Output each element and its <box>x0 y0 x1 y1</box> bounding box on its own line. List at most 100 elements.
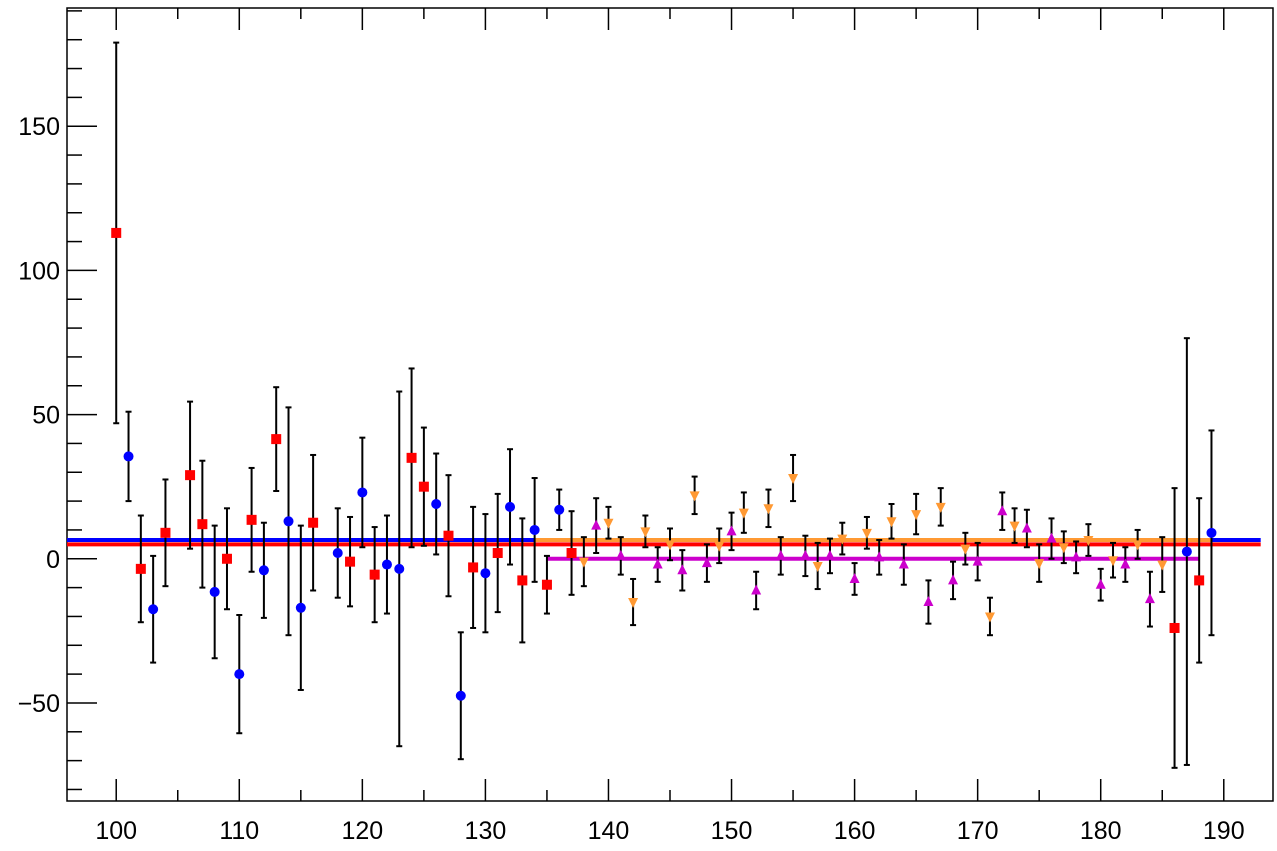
x-tick-label: 120 <box>341 817 383 845</box>
data-point-triangle-up <box>1095 578 1106 589</box>
axes-layer: 100 110 120 130 140 150 160 170 180 190 −50 0 50 100 1… <box>18 8 1245 845</box>
data-point-triangle-down <box>837 534 848 545</box>
data-point-circle <box>505 501 516 512</box>
data-point-circle <box>480 568 491 579</box>
data-point-circle <box>258 565 269 576</box>
x-tick-label: 140 <box>588 817 630 845</box>
data-point-triangle-up <box>1046 532 1057 543</box>
data-point-triangle-down <box>738 508 749 519</box>
data-point-circle <box>1181 546 1192 557</box>
data-point-circle <box>357 487 368 498</box>
data-point-triangle-down <box>763 504 774 515</box>
data-point-square <box>541 579 552 590</box>
data-point-circle <box>283 516 294 527</box>
data-point-square <box>492 548 503 559</box>
data-point-triangle-down <box>1009 521 1020 532</box>
data-point-circle <box>209 586 220 597</box>
data-point-square <box>443 530 454 541</box>
data-point-square <box>185 470 196 481</box>
data-point-triangle-up <box>874 551 885 562</box>
data-point-triangle-up <box>591 519 602 530</box>
data-point-circle <box>234 669 245 680</box>
x-tick-label: 130 <box>465 817 507 845</box>
data-point-square <box>308 517 319 528</box>
data-point-triangle-down <box>1132 540 1143 551</box>
data-point-triangle-down <box>788 474 799 485</box>
data-point-triangle-down <box>1108 556 1119 567</box>
fit-lines-layer <box>67 538 1261 561</box>
x-tick-label: 100 <box>95 817 137 845</box>
data-point-triangle-down <box>1058 543 1069 554</box>
x-tick-label: 170 <box>957 817 999 845</box>
data-point-triangle-up <box>775 549 786 560</box>
y-tick-label: 150 <box>18 113 60 141</box>
data-point-circle <box>381 559 392 570</box>
data-point-triangle-down <box>603 518 614 529</box>
data-point-square <box>418 481 429 492</box>
data-point-square <box>160 527 171 538</box>
data-point-triangle-down <box>1157 560 1168 571</box>
data-point-triangle-up <box>997 505 1008 516</box>
y-tick-label: −50 <box>18 690 60 718</box>
data-point-triangle-down <box>714 541 725 552</box>
data-point-triangle-down <box>812 561 823 572</box>
data-point-triangle-down <box>665 540 675 551</box>
data-point-circle <box>455 690 466 701</box>
data-point-triangle-down <box>935 502 946 513</box>
data-point-circle <box>529 524 540 535</box>
data-point-circle <box>394 563 405 574</box>
data-point-triangle-up <box>923 596 934 607</box>
data-point-circle <box>332 548 343 559</box>
data-point-circle <box>148 604 159 615</box>
y-tick-label: 100 <box>18 257 60 285</box>
data-point-triangle-up <box>652 558 663 569</box>
data-point-square <box>1169 622 1180 633</box>
data-point-triangle-down <box>1034 559 1045 570</box>
data-point-triangle-down <box>640 527 651 538</box>
y-tick-label: 50 <box>32 402 60 430</box>
plot-frame-layer <box>66 7 1274 802</box>
data-point-triangle-up <box>1120 558 1131 569</box>
data-point-triangle-down <box>861 528 872 539</box>
data-point-triangle-up <box>898 558 909 569</box>
plot-frame <box>66 7 1274 802</box>
data-point-triangle-up <box>800 549 811 560</box>
x-tick-label: 190 <box>1203 817 1245 845</box>
data-point-square <box>566 548 577 559</box>
data-point-triangle-down <box>886 517 897 528</box>
data-point-triangle-up <box>701 557 712 568</box>
data-point-triangle-down <box>960 544 971 555</box>
data-point-triangle-up <box>1144 593 1155 604</box>
data-point-triangle-down <box>984 612 995 623</box>
data-point-triangle-up <box>948 574 959 585</box>
data-point-square <box>345 556 356 567</box>
data-point-circle <box>554 504 565 515</box>
data-point-square <box>1194 575 1205 586</box>
data-point-triangle-down <box>578 557 589 568</box>
data-point-square <box>517 575 528 586</box>
data-point-triangle-up <box>824 549 835 560</box>
data-point-triangle-up <box>615 549 626 560</box>
data-point-square <box>197 519 208 530</box>
markers-layer <box>111 227 1217 701</box>
data-point-square <box>221 553 232 564</box>
data-point-square <box>406 452 417 463</box>
data-point-triangle-down <box>689 491 700 502</box>
data-point-triangle-up <box>849 572 860 583</box>
data-point-circle <box>123 451 134 462</box>
data-point-triangle-up <box>972 555 983 566</box>
data-point-triangle-up <box>1021 522 1032 533</box>
data-point-square <box>468 562 479 573</box>
x-tick-label: 150 <box>711 817 753 845</box>
data-point-triangle-down <box>911 510 922 521</box>
data-point-circle <box>431 498 442 509</box>
y-tick-label: 0 <box>46 546 60 574</box>
data-point-triangle-down <box>628 598 639 609</box>
data-point-triangle-up <box>677 564 688 575</box>
error-bars-layer <box>113 41 1215 769</box>
data-point-circle <box>1206 527 1217 538</box>
data-point-square <box>271 434 282 445</box>
data-point-square <box>135 563 146 574</box>
x-tick-label: 180 <box>1080 817 1122 845</box>
